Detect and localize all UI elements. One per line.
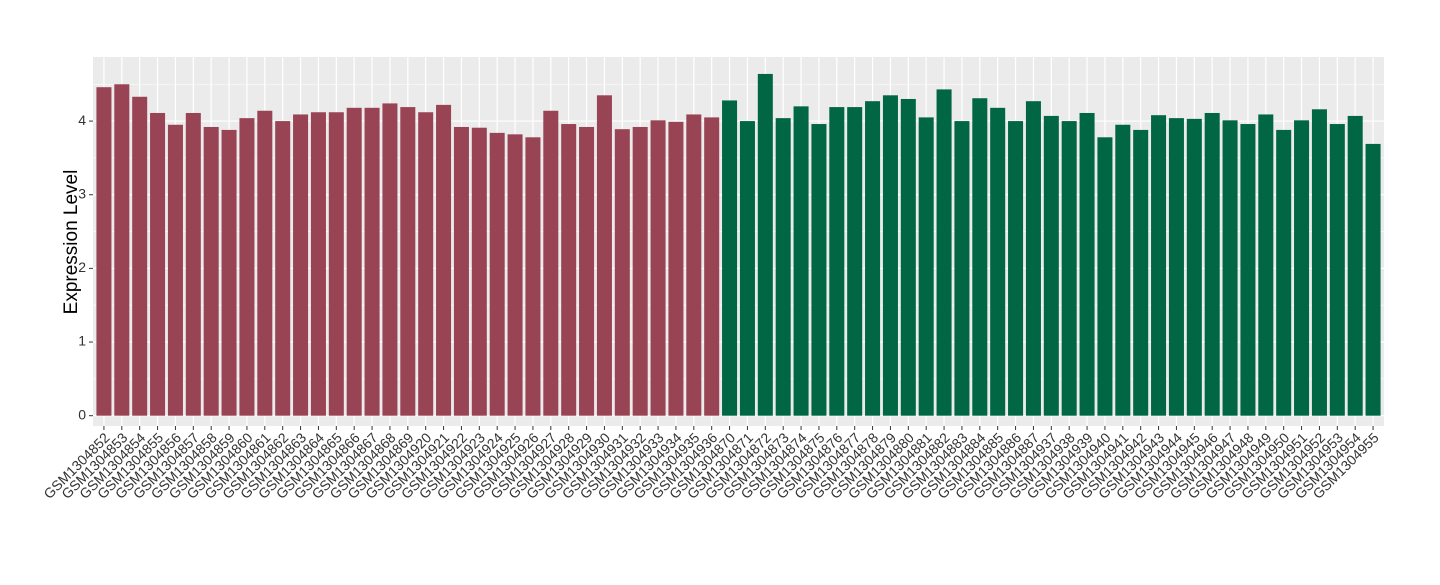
y-axis-title: Expression Level	[61, 170, 82, 315]
bar	[132, 96, 148, 416]
bar	[453, 126, 469, 416]
bar	[150, 112, 166, 416]
bar	[865, 101, 881, 416]
y-tick-label: 4	[78, 112, 86, 128]
bar	[847, 107, 863, 416]
bar	[346, 107, 362, 416]
bar	[1043, 115, 1059, 416]
bar	[543, 110, 559, 416]
bar	[632, 126, 648, 416]
bar	[722, 100, 738, 416]
bar	[400, 107, 416, 416]
bar	[668, 121, 684, 416]
bar	[614, 129, 630, 416]
bar	[436, 104, 452, 416]
bar	[471, 127, 487, 416]
bar	[650, 120, 666, 416]
bar	[1151, 115, 1167, 416]
bar	[1258, 114, 1274, 416]
bar	[775, 118, 791, 416]
bar	[1294, 120, 1310, 416]
bar	[900, 98, 916, 416]
bar	[918, 117, 934, 416]
bar	[1329, 124, 1345, 416]
bar	[1061, 121, 1077, 416]
bar	[686, 114, 702, 416]
bar	[793, 106, 809, 416]
bar	[1133, 129, 1149, 416]
bar	[829, 107, 845, 416]
bar	[275, 121, 291, 416]
bar	[489, 132, 505, 416]
bar	[579, 126, 595, 416]
bar	[954, 121, 970, 416]
bar	[757, 73, 773, 416]
bar	[418, 112, 434, 416]
bar	[1204, 112, 1220, 416]
bar	[185, 112, 201, 416]
y-tick-label: 0	[78, 406, 86, 422]
bar	[1025, 101, 1041, 416]
bar	[1097, 137, 1113, 416]
bar	[1222, 120, 1238, 416]
bar	[1115, 124, 1131, 416]
bar	[936, 89, 952, 416]
bar	[525, 137, 541, 416]
bar	[1240, 124, 1256, 416]
bar	[1186, 118, 1202, 416]
bar	[203, 126, 219, 416]
bar	[257, 110, 273, 416]
bar	[1079, 112, 1095, 416]
bar	[310, 112, 326, 416]
bar	[990, 107, 1006, 416]
bar	[596, 95, 612, 416]
y-tick-label: 2	[78, 259, 86, 275]
bar	[811, 124, 827, 416]
bar	[507, 134, 523, 416]
bar	[1168, 118, 1184, 416]
bar	[382, 103, 398, 416]
bar	[114, 84, 130, 416]
bar	[1276, 129, 1292, 416]
bar	[293, 114, 309, 416]
plot-panel	[93, 57, 1384, 426]
bar	[739, 121, 755, 416]
bar	[882, 95, 898, 416]
bar	[364, 107, 380, 416]
bar	[1365, 143, 1381, 416]
bar	[704, 117, 720, 416]
y-tick-label: 3	[78, 185, 86, 201]
bar	[1008, 121, 1024, 416]
bar	[328, 112, 344, 416]
bar	[221, 129, 237, 416]
bar	[167, 124, 183, 416]
bar	[96, 87, 112, 416]
y-tick-label: 1	[78, 333, 86, 349]
bar	[1311, 109, 1327, 416]
bar	[239, 118, 255, 416]
bar	[561, 124, 577, 416]
bar	[1347, 115, 1363, 416]
bar	[972, 98, 988, 416]
